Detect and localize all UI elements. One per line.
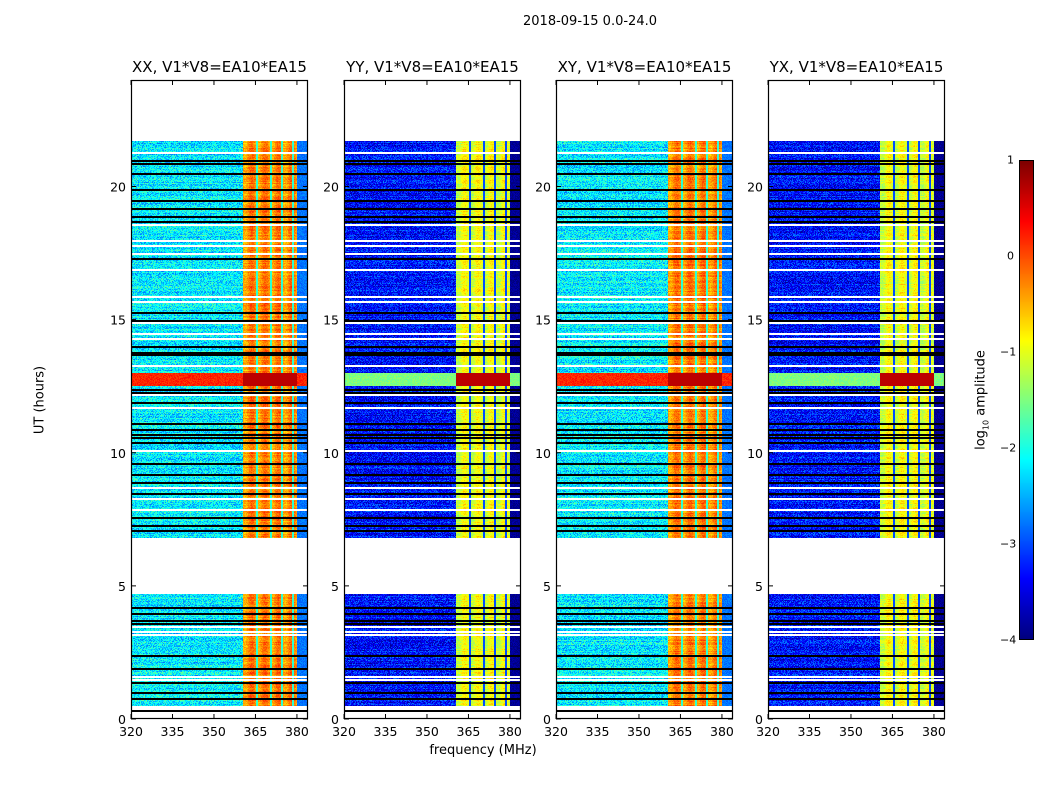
x-tick-label: 380 bbox=[922, 724, 946, 739]
x-tick-label: 350 bbox=[627, 724, 651, 739]
axes: 320 335 350 365 380 0 5 10 15 20 bbox=[747, 79, 946, 739]
y-axis-label: UT (hours) bbox=[32, 365, 48, 435]
y-tick-label: 10 bbox=[747, 446, 763, 461]
panel-title: YX, V1*V8=EA10*EA15 bbox=[769, 58, 944, 76]
y-tick-label: 5 bbox=[331, 579, 339, 594]
y-tick-label: 0 bbox=[543, 712, 551, 727]
colorbar-tick-label: −4 bbox=[1000, 633, 1017, 647]
axes: 320 335 350 365 380 0 5 10 15 20 bbox=[110, 79, 309, 739]
colorbar-label-log: log bbox=[973, 430, 989, 450]
y-tick-label: 15 bbox=[110, 313, 126, 328]
x-tick-label: 380 bbox=[710, 724, 734, 739]
y-tick-label: 20 bbox=[110, 180, 126, 195]
x-tick-label: 350 bbox=[415, 724, 439, 739]
axes: 320 335 350 365 380 0 5 10 15 20 bbox=[535, 79, 734, 739]
panel-title: XX, V1*V8=EA10*EA15 bbox=[132, 58, 307, 76]
heatmap bbox=[768, 80, 945, 719]
y-tick-label: 15 bbox=[535, 313, 551, 328]
x-tick-label: 350 bbox=[839, 724, 863, 739]
x-tick-label: 380 bbox=[285, 724, 309, 739]
x-tick-label: 335 bbox=[374, 724, 398, 739]
y-tick-label: 15 bbox=[323, 313, 339, 328]
x-tick-label: 380 bbox=[498, 724, 522, 739]
x-axis-label: frequency (MHz) bbox=[429, 743, 537, 758]
panel-title: XY, V1*V8=EA10*EA15 bbox=[557, 58, 732, 76]
y-tick-label: 15 bbox=[747, 313, 763, 328]
axes-frame bbox=[130, 79, 309, 720]
x-tick-label: 320 bbox=[756, 724, 780, 739]
colorbar-tick-label: 1 bbox=[1007, 153, 1014, 167]
colorbar-tick-label: −1 bbox=[1000, 345, 1017, 359]
y-tick-label: 10 bbox=[323, 446, 339, 461]
colorbar-tick-label: −2 bbox=[1000, 441, 1017, 455]
panel-xy: XY, V1*V8=EA10*EA15 320 335 350 365 380 0 5 10 1… bbox=[535, 58, 734, 739]
heatmap bbox=[344, 80, 521, 719]
y-tick-label: 20 bbox=[535, 180, 551, 195]
axes: 320 335 350 365 380 0 5 10 15 20 bbox=[323, 79, 522, 739]
y-tick-label: 20 bbox=[323, 180, 339, 195]
panel-yx: YX, V1*V8=EA10*EA15 320 335 350 365 380 0 5 10 1… bbox=[747, 58, 946, 739]
y-tick-label: 5 bbox=[543, 579, 551, 594]
x-tick-label: 365 bbox=[244, 724, 268, 739]
x-tick-label: 335 bbox=[161, 724, 185, 739]
colorbar-label-sub: 10 bbox=[981, 419, 991, 431]
x-tick-label: 320 bbox=[544, 724, 568, 739]
y-tick-label: 20 bbox=[747, 180, 763, 195]
figure-title: 2018-09-15 0.0-24.0 bbox=[523, 14, 657, 29]
colorbar-label-rest: amplitude bbox=[973, 350, 989, 420]
x-tick-label: 350 bbox=[202, 724, 226, 739]
panel-title: YY, V1*V8=EA10*EA15 bbox=[346, 58, 519, 76]
y-tick-label: 0 bbox=[118, 712, 126, 727]
y-tick-label: 5 bbox=[755, 579, 763, 594]
x-tick-label: 335 bbox=[586, 724, 610, 739]
y-tick-label: 0 bbox=[331, 712, 339, 727]
heatmap bbox=[131, 80, 308, 719]
x-tick-label: 365 bbox=[457, 724, 481, 739]
colorbar-label: log10 amplitude bbox=[974, 350, 991, 450]
axes-frame bbox=[343, 79, 522, 720]
panel-yy: YY, V1*V8=EA10*EA15 320 335 350 365 380 0 5 10 1… bbox=[323, 58, 522, 739]
colorbar-tick-label: −3 bbox=[1000, 537, 1017, 551]
y-tick-label: 10 bbox=[110, 446, 126, 461]
colorbar-tick-label: 0 bbox=[1007, 249, 1014, 263]
colorbar bbox=[1019, 160, 1034, 640]
axes-frame bbox=[767, 79, 946, 720]
x-tick-label: 320 bbox=[119, 724, 143, 739]
y-tick-label: 0 bbox=[755, 712, 763, 727]
x-tick-label: 335 bbox=[798, 724, 822, 739]
panel-xx: XX, V1*V8=EA10*EA15 320 335 350 365 380 0 5 10 1… bbox=[110, 58, 309, 739]
y-tick-label: 5 bbox=[118, 579, 126, 594]
y-tick-label: 10 bbox=[535, 446, 551, 461]
x-tick-label: 365 bbox=[881, 724, 905, 739]
heatmap bbox=[556, 80, 733, 719]
x-tick-label: 320 bbox=[332, 724, 356, 739]
x-tick-label: 365 bbox=[669, 724, 693, 739]
axes-frame bbox=[555, 79, 734, 720]
